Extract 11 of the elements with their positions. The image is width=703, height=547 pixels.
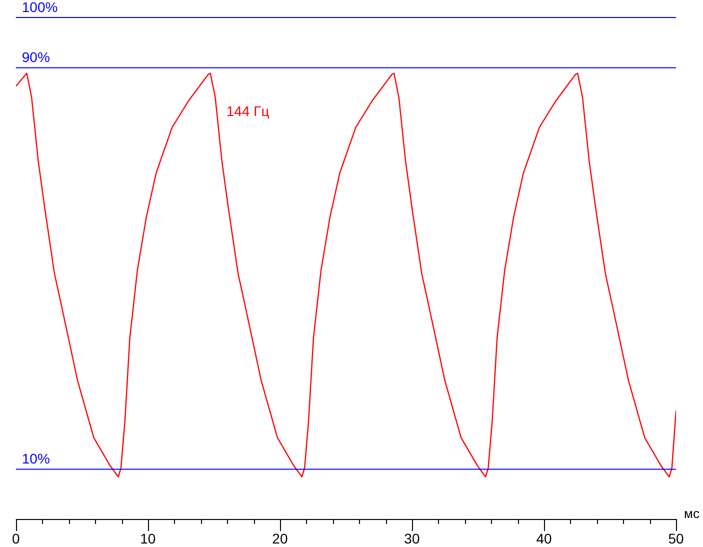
ref-line-label: 90% <box>22 49 50 66</box>
ref-line-label: 100% <box>22 0 58 15</box>
ref-line-label: 10% <box>22 450 50 467</box>
x-tick-label: 0 <box>12 530 20 546</box>
x-axis-title: мс <box>684 506 700 522</box>
x-tick-label: 50 <box>668 530 684 546</box>
x-tick-label: 40 <box>536 530 552 546</box>
x-tick-label: 20 <box>272 530 288 546</box>
x-tick-label: 10 <box>140 530 156 546</box>
x-tick-label: 30 <box>404 530 420 546</box>
series-label: 144 Гц <box>226 103 270 120</box>
